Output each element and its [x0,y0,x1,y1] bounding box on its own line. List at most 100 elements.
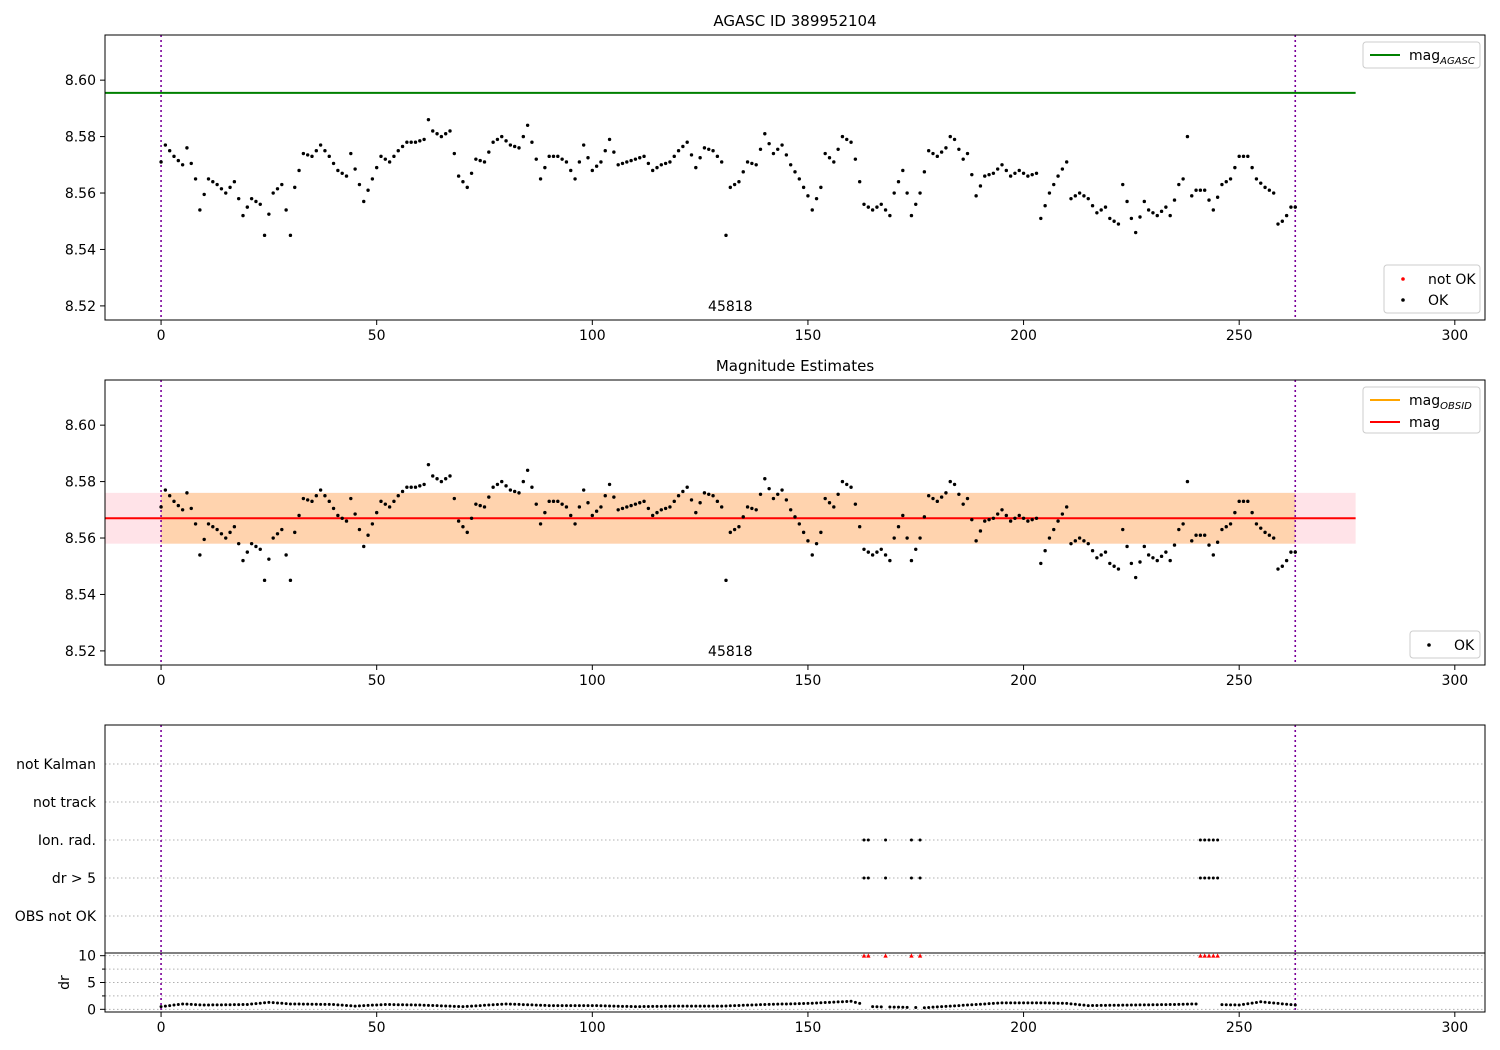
data-point-ok [301,151,306,156]
data-point-ok [1280,219,1285,223]
data-point-ok [780,143,784,147]
data-point-ok [422,137,426,142]
data-point-ok [689,153,694,157]
dr-point [677,1004,681,1008]
dr-point [405,1003,409,1007]
data-point-ok [642,154,646,159]
x-tick-label: 50 [368,1020,386,1036]
data-point-ok [469,171,474,175]
data-point-ok [806,194,810,198]
data-point-ok [176,503,181,508]
data-point-ok [1241,154,1246,159]
data-point-ok [340,171,344,175]
dr-point [1129,1003,1133,1007]
data-point-ok [487,495,491,499]
dr-point [793,1002,797,1006]
dr-point [1000,1001,1004,1005]
dr-point [1043,1001,1047,1005]
data-point-ok [586,501,590,505]
data-point-ok [232,525,237,529]
dr-point [202,1003,206,1007]
dr-clipped-marker [917,953,923,958]
panel-magnitude-estimates: 0 50 100 150 200 250 300 8.52 8.54 8.56 8.58 8.60 Ma… [65,357,1486,689]
dr-point [1104,1003,1107,1007]
data-point-ok [400,489,405,494]
data-point-ok [293,530,297,535]
data-point-ok [784,153,789,157]
x-tick-label: 50 [368,673,386,689]
data-point-ok [344,519,349,523]
dr-point [668,1004,672,1008]
data-point-ok [236,196,241,201]
data-point-ok [172,499,176,504]
dr-point [1224,1003,1228,1007]
dr-point [1030,1001,1034,1005]
dr-point [1013,1001,1017,1005]
dr-point [215,1003,219,1007]
dr-point [845,999,849,1003]
data-point-ok [206,522,211,526]
data-point-ok [1146,208,1151,212]
data-point-ok [896,525,901,529]
data-point-ok [413,485,418,489]
data-point-ok [763,477,767,481]
data-point-ok [1043,549,1047,553]
data-point-ok [366,533,370,537]
dr-point [828,1000,831,1004]
flag-point [1198,838,1202,842]
data-point-ok [935,154,940,159]
dr-point [1229,1003,1233,1007]
data-point-ok [1008,519,1013,523]
data-point-ok [349,151,353,156]
dr-point [1276,1001,1280,1005]
dr-point [1091,1004,1095,1008]
obsid-annotation: 45818 [708,299,753,315]
dr-point [1190,1002,1194,1006]
x-tick-label: 100 [579,1020,606,1036]
data-point-ok [737,525,741,529]
y-tick-label: 8.52 [65,644,96,660]
flag-point [862,876,866,880]
plot-area [105,380,1485,665]
data-point-ok [1164,550,1168,554]
flag-point [862,838,866,842]
data-point-ok [1034,171,1039,175]
dr-point [465,1004,469,1008]
data-point-ok [875,205,879,209]
data-point-ok [590,513,595,518]
data-point-ok [1246,154,1250,159]
dr-point [711,1004,715,1008]
dr-point [582,1004,586,1008]
dr-point [1267,1001,1271,1005]
data-point-ok [879,202,883,207]
data-point-ok [1125,544,1129,549]
data-point-ok [1177,182,1181,187]
y-tick-label: 8.52 [65,299,96,315]
data-point-ok [1004,513,1009,518]
dr-point [1285,1002,1289,1006]
data-point-ok [991,516,996,520]
dr-point [1233,1003,1237,1007]
data-point-ok [935,499,940,504]
dr-point [810,1001,814,1005]
dr-point [948,1004,952,1008]
dr-point [353,1004,357,1008]
data-point-ok [836,147,840,151]
data-point-ok [1271,191,1276,195]
dr-point [176,1002,180,1006]
dr-point [526,1003,530,1007]
data-point-ok [1086,196,1090,201]
data-point-ok [1000,508,1004,512]
x-tick-label: 200 [1010,673,1037,689]
data-point-ok [435,132,439,136]
data-point-ok [633,157,638,161]
dr-point [1242,1002,1245,1006]
dr-point [1185,1002,1189,1006]
data-point-ok [1194,533,1198,537]
data-point-ok [241,213,245,218]
dr-point [439,1004,443,1008]
data-point-ok [1233,510,1237,515]
data-point-ok [1004,168,1009,173]
data-point-ok [599,160,603,164]
dr-clipped-marker [1206,953,1212,958]
